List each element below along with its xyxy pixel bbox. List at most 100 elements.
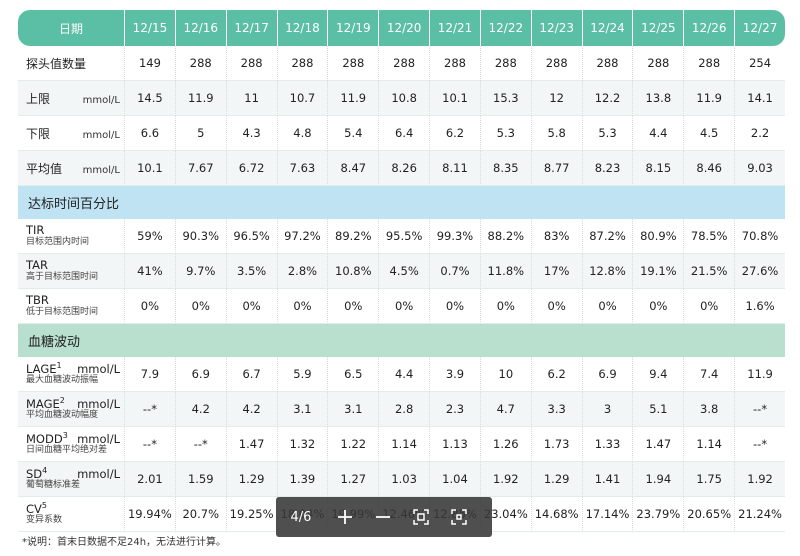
value-cell: --* xyxy=(124,427,175,462)
value-cell: 1.29 xyxy=(530,462,582,497)
value-cell: 0% xyxy=(225,289,277,324)
row-label-cell: LAGE1 mmol/L 最大血糖波动振幅 xyxy=(18,357,124,392)
header-date-cell: 12/25 xyxy=(632,10,684,46)
row-unit: mmol/L xyxy=(77,396,120,411)
row-label-cell: SD4 mmol/L 葡萄糖标准差 xyxy=(18,462,124,497)
row-label-cell: 上限 mmol/L xyxy=(18,81,124,116)
value-cell: 4.7 xyxy=(479,392,531,427)
value-cell: 21.24% xyxy=(734,497,785,532)
value-cell: 10.8 xyxy=(378,81,430,116)
value-cell: 21.5% xyxy=(683,254,735,289)
header-date-cell: 12/17 xyxy=(225,10,277,46)
fit-screen-button[interactable] xyxy=(402,497,440,537)
value-cell: 1.47 xyxy=(632,427,684,462)
value-cell: 288 xyxy=(174,46,226,81)
header-date-label: 日期 xyxy=(18,10,124,46)
value-cell: 4.3 xyxy=(225,116,277,151)
value-cell: 0% xyxy=(276,289,328,324)
value-cell: 1.41 xyxy=(581,462,633,497)
value-cell: 9.7% xyxy=(174,254,226,289)
row-sublabel: 最大血糖波动振幅 xyxy=(26,375,99,386)
value-cell: 1.92 xyxy=(479,462,531,497)
value-cell: 41% xyxy=(124,254,175,289)
value-cell: 254 xyxy=(734,46,785,81)
row-label: MODD xyxy=(26,431,63,446)
value-cell: 288 xyxy=(276,46,328,81)
value-cell: 10 xyxy=(479,357,531,392)
zoom-out-button[interactable] xyxy=(364,497,402,537)
footnote-marker: 4 xyxy=(42,465,48,475)
row-label-cell: 探头值数量 xyxy=(18,46,124,81)
header-date-cell: 12/22 xyxy=(479,10,531,46)
value-cell: 6.2 xyxy=(429,116,480,151)
value-cell: 1.92 xyxy=(734,462,785,497)
value-cell: 83% xyxy=(530,219,582,254)
value-cell: 6.6 xyxy=(124,116,175,151)
row-label-cell: TBR 低于目标范围时间 xyxy=(18,289,124,324)
row-sublabel: 低于目标范围时间 xyxy=(26,306,99,317)
header-date-cell: 12/27 xyxy=(734,10,785,46)
value-cell: 8.35 xyxy=(479,151,531,186)
value-cell: 288 xyxy=(530,46,582,81)
row-sublabel: 葡萄糖标准差 xyxy=(26,480,81,491)
row-label: TBR xyxy=(26,293,49,308)
value-cell: 6.7 xyxy=(225,357,277,392)
value-cell: 9.03 xyxy=(734,151,785,186)
value-cell: 70.8% xyxy=(734,219,785,254)
value-cell: 3.9 xyxy=(429,357,480,392)
value-cell: 3.5% xyxy=(225,254,277,289)
value-cell: 10.8% xyxy=(327,254,379,289)
table-row: 探头值数量 149 288 288 288 288 288 288 288 288 288 288 28… xyxy=(18,46,785,81)
value-cell: 5.9 xyxy=(276,357,328,392)
value-cell: 0% xyxy=(429,289,480,324)
value-cell: 10.1 xyxy=(429,81,480,116)
value-cell: 78.5% xyxy=(683,219,735,254)
value-cell: 288 xyxy=(581,46,633,81)
table-row: TAR 高于目标范围时间 41% 9.7% 3.5% 2.8% 10.8% 4.5% 0.7% 1… xyxy=(18,254,785,289)
header-date-cell: 12/26 xyxy=(683,10,735,46)
footnote-marker: 5 xyxy=(41,500,47,510)
row-label-cell: 平均值 mmol/L xyxy=(18,151,124,186)
table-row: LAGE1 mmol/L 最大血糖波动振幅 7.9 6.9 6.7 5.9 6.5 4.4 3.9… xyxy=(18,357,785,392)
row-label-cell: MODD3 mmol/L 日间血糖平均绝对差 xyxy=(18,427,124,462)
value-cell: 11.9 xyxy=(327,81,379,116)
value-cell: 8.47 xyxy=(327,151,379,186)
image-viewer-toolbar: 4/6 xyxy=(276,497,492,537)
page-indicator: 4/6 xyxy=(290,509,312,525)
value-cell: 23.79% xyxy=(632,497,684,532)
table-row: TIR 目标范围内时间 59% 90.3% 96.5% 97.2% 89.2% 95.5% 99… xyxy=(18,219,785,254)
value-cell: 288 xyxy=(225,46,277,81)
row-label-cell: 下限 mmol/L xyxy=(18,116,124,151)
actual-size-button[interactable] xyxy=(440,497,478,537)
value-cell: 2.8 xyxy=(378,392,430,427)
value-cell: 1.47 xyxy=(225,427,277,462)
row-unit: mmol/L xyxy=(77,431,120,446)
value-cell: 89.2% xyxy=(327,219,379,254)
value-cell: 97.2% xyxy=(276,219,328,254)
header-date-cell: 12/15 xyxy=(124,10,175,46)
zoom-in-button[interactable] xyxy=(326,497,364,537)
value-cell: 288 xyxy=(683,46,735,81)
value-cell: 59% xyxy=(124,219,175,254)
table-row: 上限 mmol/L 14.5 11.9 11 10.7 11.9 10.8 10.1 15.3 12… xyxy=(18,81,785,116)
row-sublabel: 平均血糖波动幅度 xyxy=(26,410,99,421)
value-cell: 88.2% xyxy=(479,219,531,254)
table-row: TBR 低于目标范围时间 0% 0% 0% 0% 0% 0% 0% 0% 0% 0% 0% 0% 1.6% xyxy=(18,289,785,324)
value-cell: 1.14 xyxy=(378,427,430,462)
row-sublabel: 目标范围内时间 xyxy=(26,236,90,247)
value-cell: 6.4 xyxy=(378,116,430,151)
row-unit: mmol/L xyxy=(82,129,120,141)
row-unit: mmol/L xyxy=(82,94,120,106)
value-cell: 3.1 xyxy=(327,392,379,427)
value-cell: 2.8% xyxy=(276,254,328,289)
value-cell: 6.5 xyxy=(327,357,379,392)
value-cell: 14.68% xyxy=(530,497,582,532)
value-cell: 7.9 xyxy=(124,357,175,392)
value-cell: 11.9 xyxy=(734,357,785,392)
row-unit: mmol/L xyxy=(82,164,120,176)
section-title: 达标时间百分比 xyxy=(18,186,785,219)
value-cell: 17% xyxy=(530,254,582,289)
row-label: 下限 xyxy=(26,126,51,141)
value-cell: 7.4 xyxy=(683,357,735,392)
value-cell: 288 xyxy=(429,46,480,81)
